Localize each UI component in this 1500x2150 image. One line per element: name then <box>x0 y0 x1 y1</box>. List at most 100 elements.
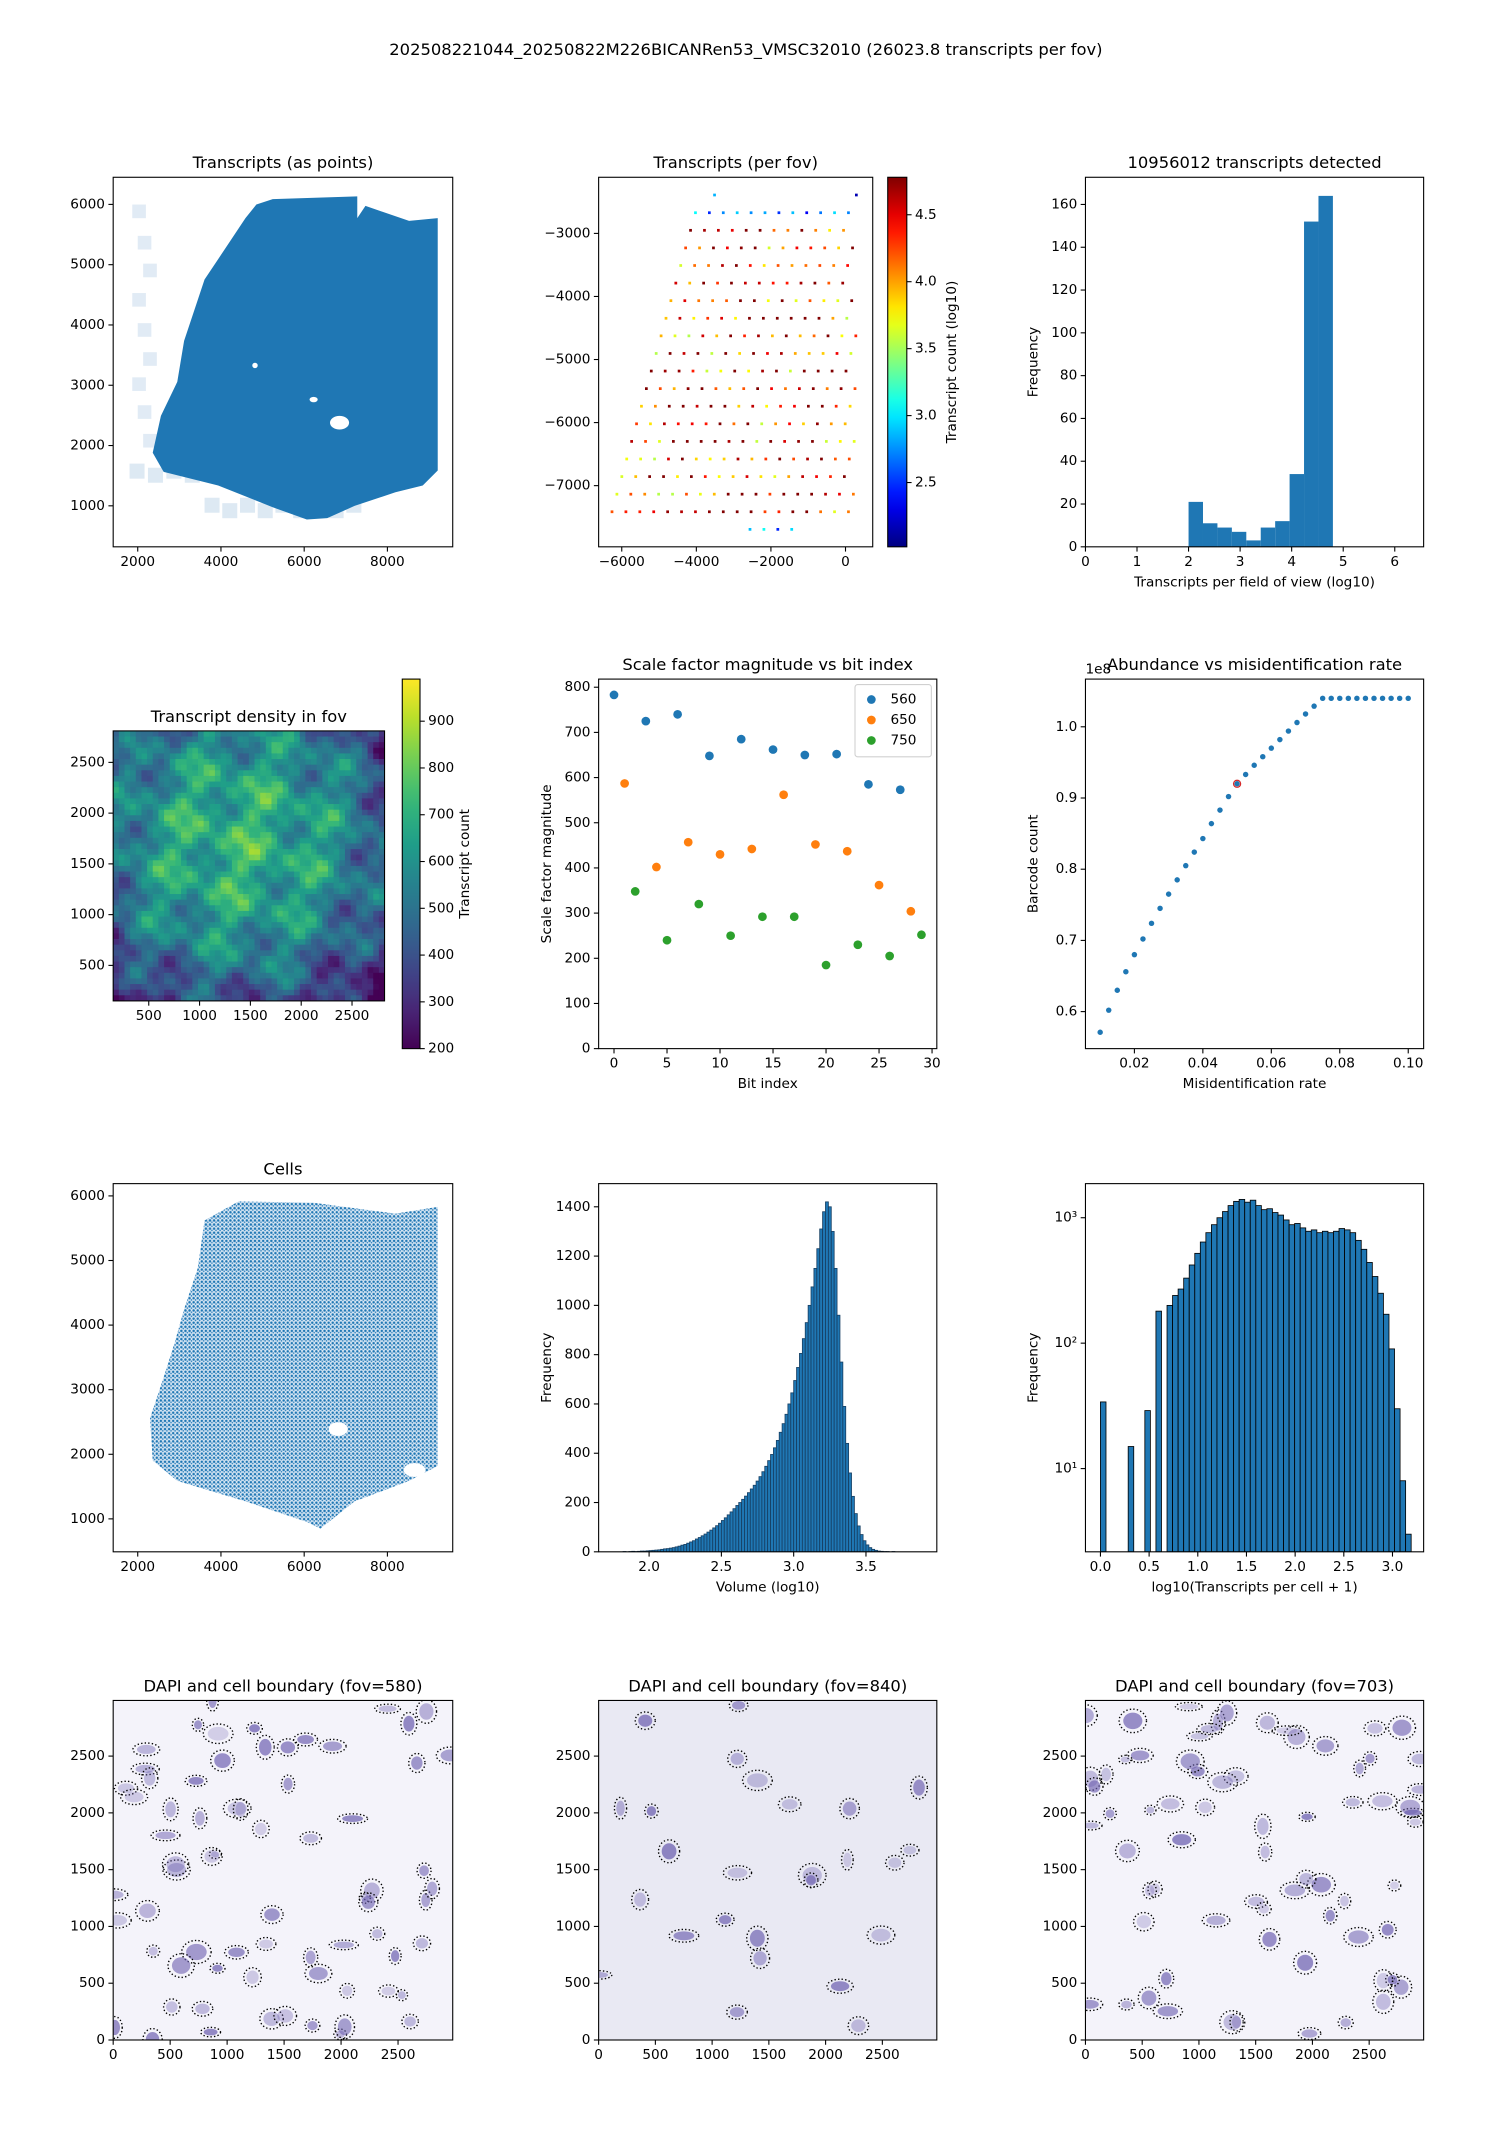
histogram-bar <box>1244 1201 1251 1552</box>
heatmap-cell <box>231 882 238 889</box>
fov-point <box>793 352 797 355</box>
heatmap-cell <box>197 849 205 856</box>
heatmap-cell <box>243 843 250 850</box>
heatmap-cell <box>299 899 306 906</box>
heatmap-cell <box>333 910 340 917</box>
fov-point <box>721 264 724 267</box>
histogram-bar <box>1172 1295 1179 1552</box>
heatmap-cell <box>316 759 323 766</box>
heatmap-cell <box>344 933 352 940</box>
heatmap-cell <box>192 905 199 912</box>
heatmap-cell <box>226 837 233 844</box>
heatmap-cell <box>203 736 210 743</box>
heatmap-cell <box>373 871 380 878</box>
heatmap-cell <box>248 944 255 951</box>
heatmap-cell <box>231 916 238 923</box>
heatmap-cell <box>356 747 363 754</box>
heatmap-cell <box>265 961 272 968</box>
nucleus <box>888 1857 902 1868</box>
heatmap-cell <box>164 860 171 867</box>
heatmap-cell <box>333 961 340 968</box>
cell-boundary <box>246 1721 263 1735</box>
heatmap-cell <box>356 775 363 782</box>
heatmap-cell <box>152 894 159 901</box>
cell-boundary <box>192 1807 208 1830</box>
heatmap-cell <box>141 995 148 1001</box>
heatmap-cell <box>361 764 368 771</box>
heatmap-cell <box>181 871 188 878</box>
heatmap-cell <box>367 922 374 929</box>
heatmap-cell <box>192 860 199 867</box>
heatmap-cell <box>158 927 165 934</box>
cell-boundary <box>657 1839 681 1864</box>
heatmap-cell <box>305 770 312 777</box>
heatmap-cell <box>152 989 159 996</box>
cell-boundary <box>866 1925 896 1945</box>
scatter-point <box>1106 1007 1112 1013</box>
heatmap-cell <box>130 950 137 957</box>
heatmap-cell <box>237 804 244 811</box>
heatmap-cell <box>322 871 329 878</box>
histogram-bar <box>865 1544 870 1552</box>
heatmap-cell <box>316 860 323 867</box>
histogram-bar <box>1246 540 1261 547</box>
heatmap-cell <box>305 781 312 788</box>
heatmap-cell <box>361 849 368 856</box>
histogram-bar <box>738 1502 743 1552</box>
heatmap-cell <box>316 781 323 788</box>
fov-point <box>652 510 656 514</box>
heatmap-cell <box>367 950 374 957</box>
histogram-bar <box>1255 1205 1262 1552</box>
heatmap-cell <box>378 860 385 867</box>
heatmap-cell <box>316 944 323 951</box>
histogram-bar <box>842 1406 847 1552</box>
heatmap-cell <box>271 759 278 766</box>
heatmap-cell <box>181 826 188 833</box>
heatmap-cell <box>164 753 171 760</box>
colorbar-tick-label: 600 <box>428 854 454 870</box>
x-tick-label: 0.5 <box>1138 1559 1160 1575</box>
fov-halo <box>143 433 157 448</box>
y-tick-label: 1000 <box>70 1918 105 1934</box>
cell-boundary <box>130 1762 160 1776</box>
fov-point <box>749 211 753 215</box>
heatmap-cell <box>197 972 205 979</box>
heatmap-cell <box>328 809 335 816</box>
heatmap-cell <box>344 730 352 737</box>
heatmap-cell <box>231 832 238 839</box>
heatmap-cell <box>277 843 284 850</box>
fov-point <box>735 211 739 215</box>
heatmap-cell <box>344 877 352 884</box>
heatmap-cell <box>254 804 261 811</box>
heatmap-cell <box>277 804 284 811</box>
heatmap-cell <box>305 809 312 816</box>
fov-point <box>792 457 795 461</box>
heatmap-cell <box>299 927 306 934</box>
fov-point <box>812 334 816 338</box>
x-tick-label: 2.0 <box>1284 1559 1306 1575</box>
heatmap-cell <box>356 905 363 912</box>
histogram-bar <box>1377 1292 1384 1552</box>
cell-boundary <box>1085 1704 1098 1727</box>
y-tick-label: 400 <box>564 1445 590 1461</box>
heatmap-cell <box>322 775 329 782</box>
heatmap-cell <box>175 787 182 794</box>
heatmap-cell <box>248 939 255 946</box>
heatmap-cell <box>254 972 261 979</box>
heatmap-cell <box>158 871 165 878</box>
heatmap-cell <box>316 877 323 884</box>
nucleus <box>440 1749 453 1762</box>
heatmap-cell <box>271 742 278 749</box>
cell-boundary <box>1373 1968 1394 1993</box>
heatmap-cell <box>344 984 352 991</box>
heatmap-cell <box>113 826 120 833</box>
heatmap-cell <box>203 955 210 962</box>
heatmap-cell <box>350 730 357 737</box>
heatmap-cell <box>282 950 289 957</box>
heatmap-cell <box>124 922 131 929</box>
fov-point <box>715 334 719 338</box>
heatmap-cell <box>373 854 380 861</box>
plot-area <box>598 1700 937 2040</box>
cell-boundary <box>416 1862 432 1880</box>
fov-point <box>763 510 767 514</box>
